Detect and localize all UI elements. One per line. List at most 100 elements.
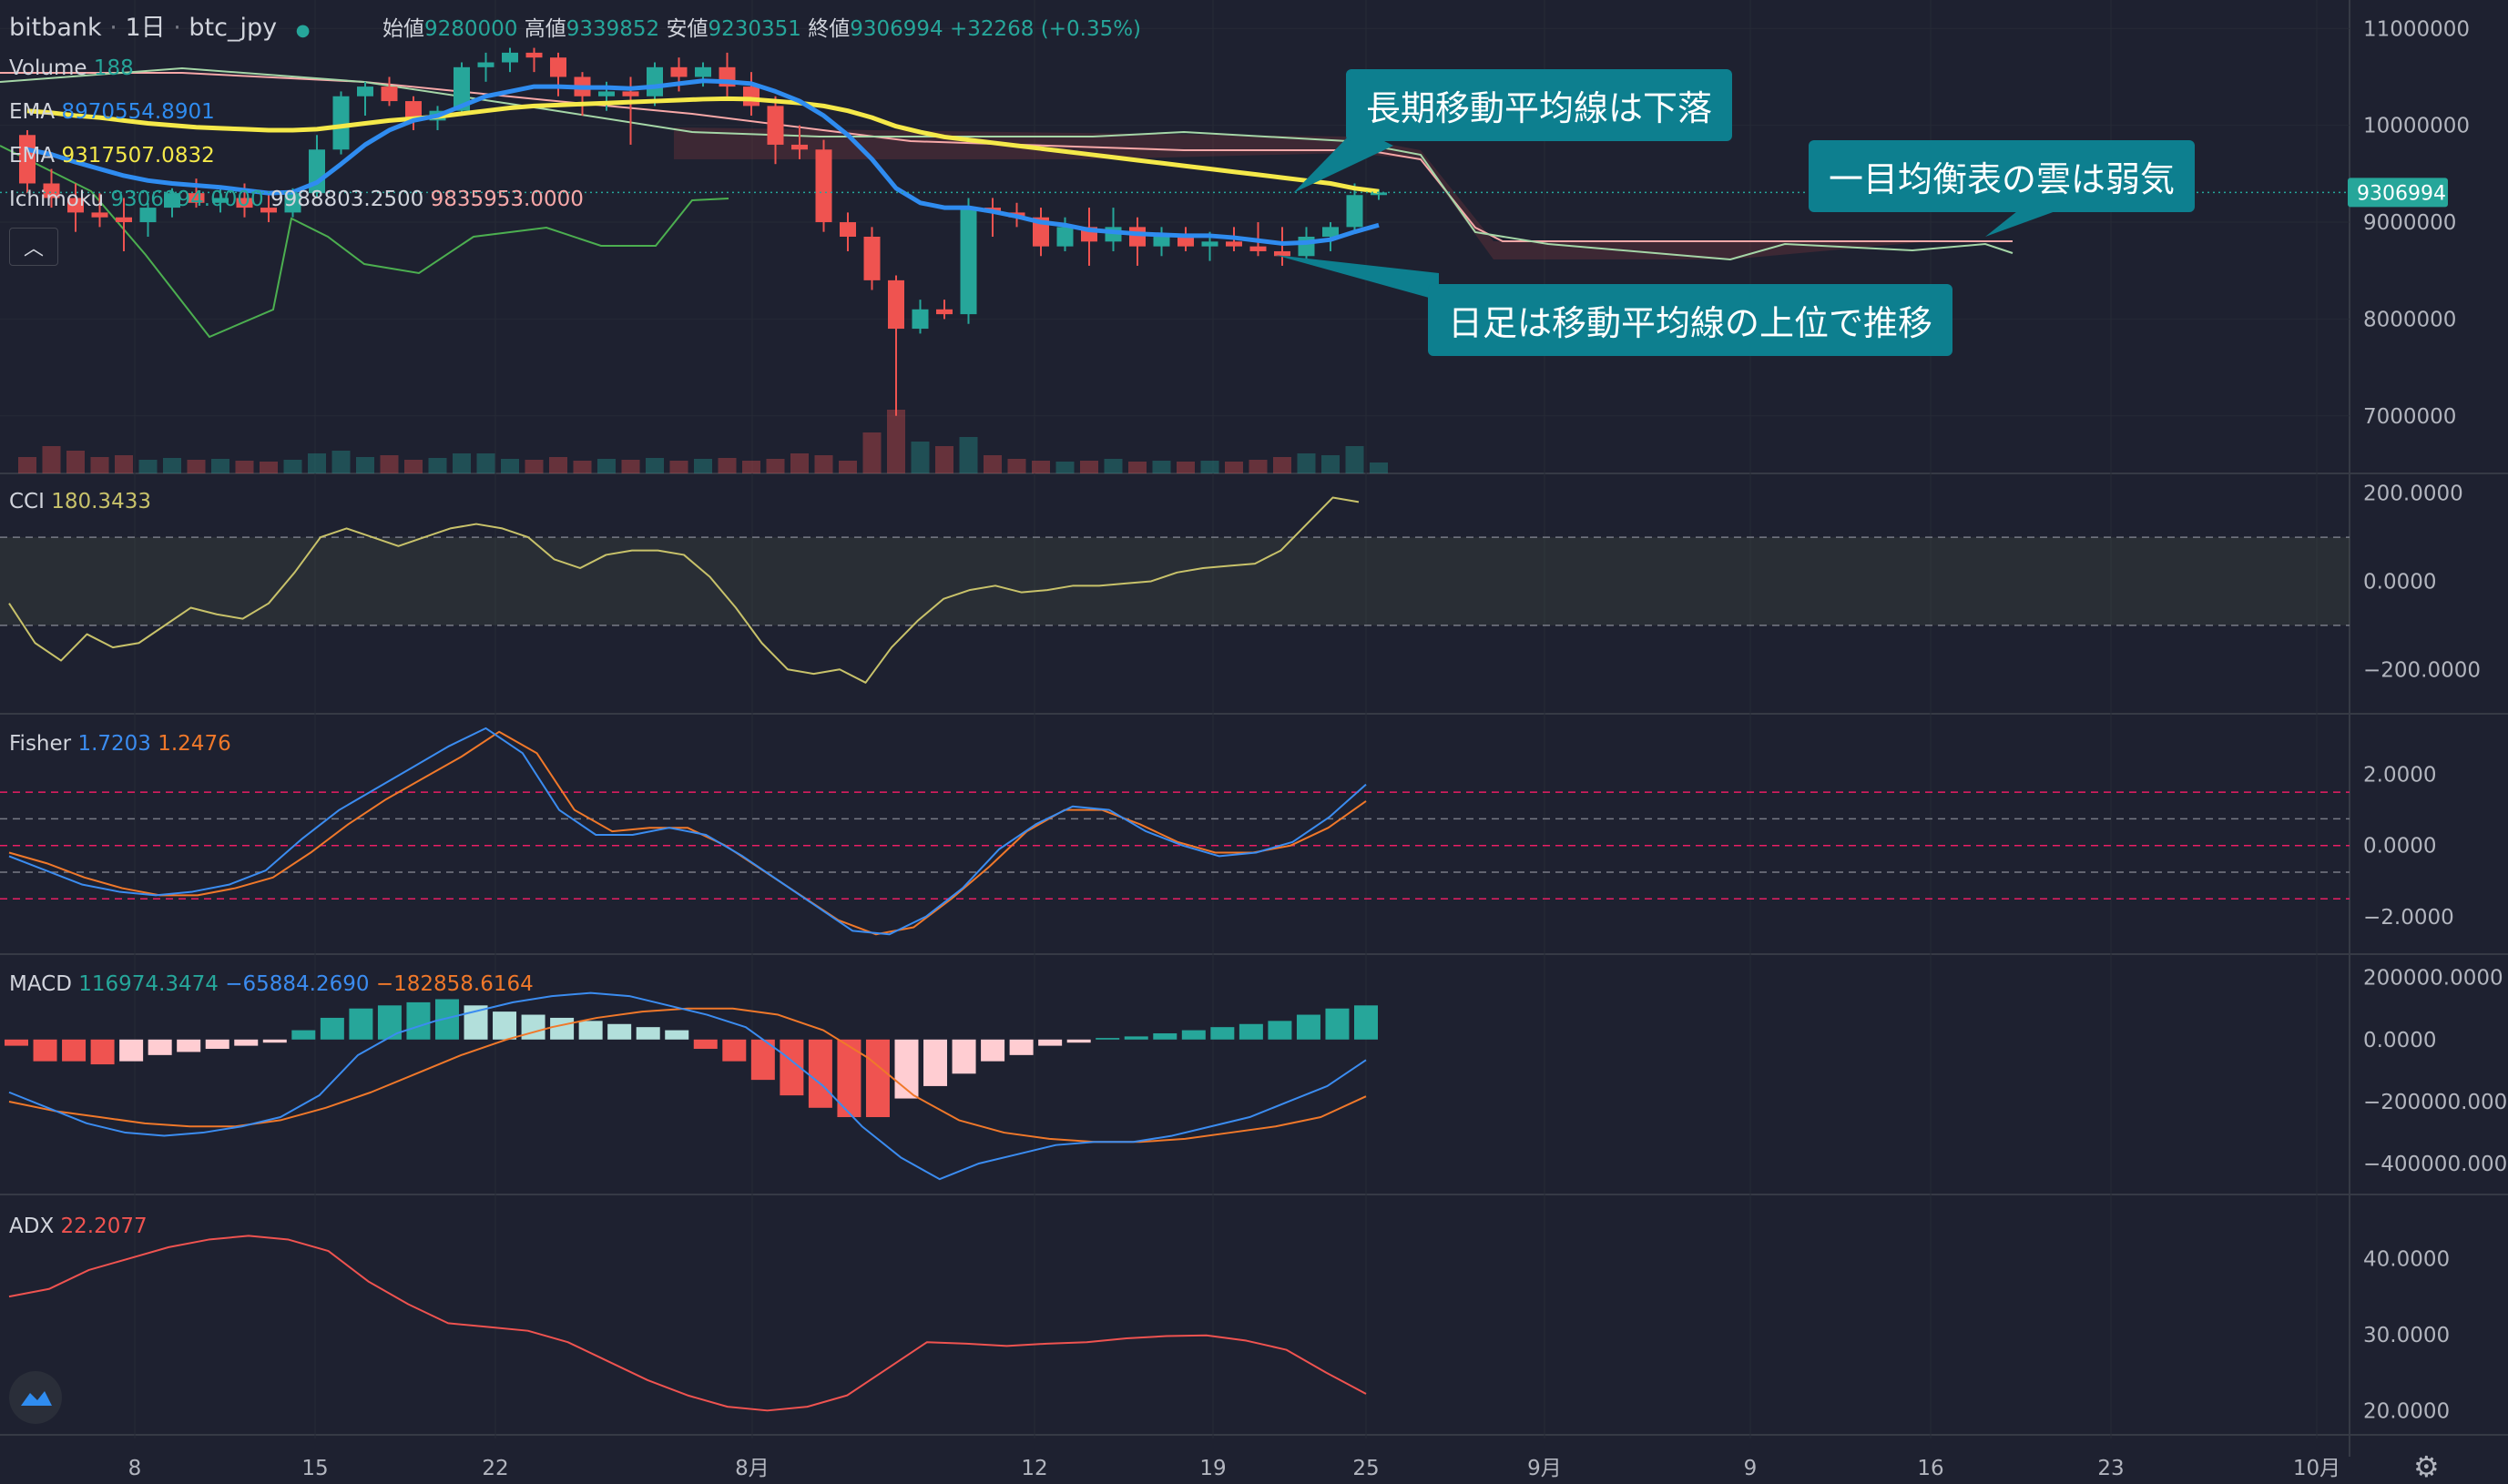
macd-histogram-bar [636,1027,660,1040]
candle-body [1249,246,1267,251]
x-tick-label: 12 [1021,1457,1047,1480]
candle-body [164,193,180,208]
change-value: +32268 (+0.35%) [950,17,1142,41]
volume-bar [1032,461,1050,473]
adx-pane [8,1235,1367,1412]
adx-legend[interactable]: ADX 22.2077 [9,1215,148,1238]
y-tick-label: −200000.0000 [2363,1091,2508,1114]
macd-histogram-bar [1239,1023,1263,1040]
candle-body [332,96,350,150]
settings-gear-icon[interactable]: ⚙ [2413,1449,2440,1484]
candle-body [19,135,36,184]
y-tick-label: 9000000 [2363,211,2456,235]
macd-histogram-bar [205,1039,229,1050]
macd-signal-line [8,1007,1367,1143]
y-tick-label: −2.0000 [2363,906,2454,930]
volume-bar [1370,462,1388,473]
y-tick-label: 10000000 [2363,115,2470,138]
volume-bar [887,410,905,473]
cci-band [0,537,2350,625]
interval-label[interactable]: 1日 [125,14,166,42]
open-value: 9280000 [424,17,518,41]
x-tick-label: 15 [301,1457,328,1480]
last-price-label: 9306994 [2357,182,2446,205]
candle-body [647,66,663,97]
macd-histogram-bar [607,1023,632,1040]
volume-bar [428,458,447,473]
macd-legend[interactable]: MACD 116974.3474 −65884.2690 −182858.616… [9,972,534,996]
volume-bar [1007,459,1026,473]
candle-body [550,57,566,77]
macd-histogram-bar [923,1039,948,1086]
candle-body [1322,227,1339,237]
macd-histogram-bar [1124,1036,1148,1040]
ema-slow-legend[interactable]: EMA 9317507.0832 [9,144,215,168]
candle-body [815,149,832,223]
volume-bar [766,459,785,473]
y-tick-label: 0.0000 [2363,570,2436,594]
fisher-legend-v1: 1.7203 [77,732,151,756]
volume-bar [621,460,640,473]
fisher-legend[interactable]: Fisher 1.7203 1.2476 [9,732,231,756]
candle-body [670,66,688,77]
symbol-title[interactable]: bitbank · 1日 · btc_jpy ● [9,14,311,42]
volume-bar [935,446,953,473]
collapse-legend-button[interactable]: ︿ [9,228,58,266]
high-value: 9339852 [566,17,660,41]
volume-bar [283,460,302,473]
ema-fast-legend[interactable]: EMA 8970554.8901 [9,100,215,124]
candle-body [381,86,398,102]
volume-bar [573,461,592,473]
volume-bar [211,459,229,473]
open-label: 始値 [382,17,424,41]
ichimoku-chikou [0,145,729,339]
macd-histogram-bar [1096,1038,1120,1040]
macd-histogram-bar [377,1005,402,1040]
candle-body [212,198,229,203]
macd-histogram-bar [262,1039,287,1043]
candle-body [767,106,784,145]
volume-bar [694,459,712,473]
fisher-legend-v2: 1.2476 [158,732,231,756]
ema-fast-line [26,78,1380,246]
callout-daily: 日足は移動平均線の上位で推移 [1428,284,1953,356]
x-tick-label: 8月 [735,1457,770,1480]
last-price-badge [2348,178,2448,208]
ema-fast-legend-value: 8970554.8901 [61,100,215,124]
candle-body [743,86,760,107]
volume-legend[interactable]: Volume 188 [9,56,134,80]
high-label: 高値 [524,17,566,41]
volume-bar [1225,462,1243,473]
volume-bar [1297,453,1316,473]
low-label: 安値 [666,17,709,41]
close-label: 終値 [808,17,851,41]
candle-body [1226,241,1242,247]
ichimoku-legend-v2: 9988803.2500 [270,188,424,211]
fisher-line [8,727,1367,936]
volume-bar [790,453,809,473]
fisher-pane [0,727,2350,936]
volume-bar [380,455,399,473]
volume-bar [1249,460,1268,473]
volume-bar [138,460,158,473]
volume-bar [742,461,760,473]
cloud-logo-icon [21,1391,52,1406]
y-tick-label: 200000.0000 [2363,967,2503,991]
volume-bar [525,460,544,473]
x-tick-label: 22 [482,1457,508,1480]
macd-histogram-bar [808,1039,832,1108]
candle-body [1201,241,1218,247]
cci-legend[interactable]: CCI 180.3433 [9,490,151,513]
candle-body [260,208,277,213]
macd-histogram-bar [1210,1027,1235,1040]
macd-legend-v1: 116974.3474 [78,972,219,996]
tradingview-logo[interactable] [9,1371,62,1424]
candle-body [695,66,711,77]
ichimoku-legend[interactable]: Ichimoku 9306994.0000 9988803.2500 98359… [9,188,584,211]
candle-body [284,193,301,213]
candle-body [477,62,494,67]
volume-bar [1177,462,1195,473]
volume-bar [90,457,109,473]
macd-histogram-bar [1181,1030,1206,1040]
